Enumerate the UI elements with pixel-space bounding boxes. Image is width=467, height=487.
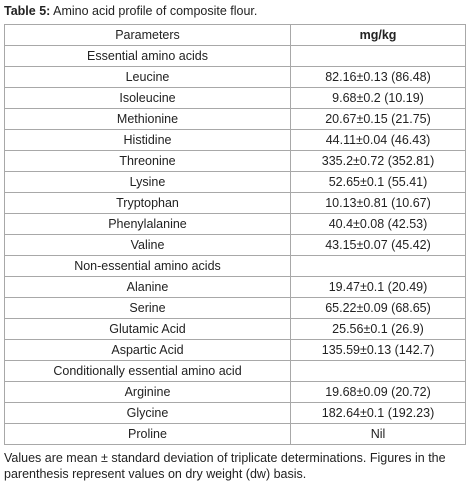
data-row: Proline Nil [4, 423, 466, 445]
parameter-cell: Glycine [4, 402, 291, 424]
value-cell: 52.65±0.1 (55.41) [290, 171, 466, 193]
data-row: Glycine 182.64±0.1 (192.23) [4, 402, 466, 424]
value-cell: 9.68±0.2 (10.19) [290, 87, 466, 109]
value-cell: 65.22±0.09 (68.65) [290, 297, 466, 319]
parameter-cell: Lysine [4, 171, 291, 193]
value-cell: Nil [290, 423, 466, 445]
data-row: Valine 43.15±0.07 (45.42) [4, 234, 466, 256]
value-cell: 20.67±0.15 (21.75) [290, 108, 466, 130]
data-row: Leucine 82.16±0.13 (86.48) [4, 66, 466, 88]
value-cell: 43.15±0.07 (45.42) [290, 234, 466, 256]
parameter-cell: Glutamic Acid [4, 318, 291, 340]
parameter-cell: Alanine [4, 276, 291, 298]
section-title: Non-essential amino acids [4, 255, 291, 277]
section-title: Essential amino acids [4, 45, 291, 67]
parameter-cell: Serine [4, 297, 291, 319]
data-row: Serine 65.22±0.09 (68.65) [4, 297, 466, 319]
header-row: Parameters mg/kg [4, 24, 466, 46]
value-cell: 44.11±0.04 (46.43) [290, 129, 466, 151]
empty-cell [290, 360, 466, 382]
parameter-cell: Arginine [4, 381, 291, 403]
section-title: Conditionally essential amino acid [4, 360, 291, 382]
caption-text: Amino acid profile of composite flour. [53, 4, 258, 18]
parameter-cell: Tryptophan [4, 192, 291, 214]
data-row: Aspartic Acid 135.59±0.13 (142.7) [4, 339, 466, 361]
parameter-cell: Methionine [4, 108, 291, 130]
table-body: Essential amino acids Leucine 82.16±0.13 (… [4, 45, 466, 445]
empty-cell [290, 255, 466, 277]
parameter-cell: Valine [4, 234, 291, 256]
data-row: Arginine 19.68±0.09 (20.72) [4, 381, 466, 403]
value-cell: 25.56±0.1 (26.9) [290, 318, 466, 340]
data-row: Glutamic Acid 25.56±0.1 (26.9) [4, 318, 466, 340]
data-row: Alanine 19.47±0.1 (20.49) [4, 276, 466, 298]
value-cell: 10.13±0.81 (10.67) [290, 192, 466, 214]
parameter-cell: Aspartic Acid [4, 339, 291, 361]
caption-label: Table 5: [4, 4, 51, 18]
section-row: Non-essential amino acids [4, 255, 466, 277]
value-cell: 40.4±0.08 (42.53) [290, 213, 466, 235]
value-cell: 19.68±0.09 (20.72) [290, 381, 466, 403]
value-cell: 19.47±0.1 (20.49) [290, 276, 466, 298]
empty-cell [290, 45, 466, 67]
value-cell: 135.59±0.13 (142.7) [290, 339, 466, 361]
value-cell: 335.2±0.72 (352.81) [290, 150, 466, 172]
caption: Table 5: Amino acid profile of composite… [4, 4, 257, 18]
parameter-cell: Leucine [4, 66, 291, 88]
data-row: Tryptophan 10.13±0.81 (10.67) [4, 192, 466, 214]
section-row: Essential amino acids [4, 45, 466, 67]
value-cell: 82.16±0.13 (86.48) [290, 66, 466, 88]
footnote: Values are mean ± standard deviation of … [4, 451, 446, 481]
data-row: Threonine 335.2±0.72 (352.81) [4, 150, 466, 172]
table: Parameters mg/kg Essential amino acids Le… [4, 24, 466, 445]
data-row: Histidine 44.11±0.04 (46.43) [4, 129, 466, 151]
parameter-cell: Threonine [4, 150, 291, 172]
parameter-cell: Proline [4, 423, 291, 445]
parameter-cell: Histidine [4, 129, 291, 151]
data-row: Isoleucine 9.68±0.2 (10.19) [4, 87, 466, 109]
parameter-cell: Phenylalanine [4, 213, 291, 235]
header-cell: Parameters [4, 24, 291, 46]
header-cell: mg/kg [290, 24, 466, 46]
section-row: Conditionally essential amino acid [4, 360, 466, 382]
parameter-cell: Isoleucine [4, 87, 291, 109]
data-row: Methionine 20.67±0.15 (21.75) [4, 108, 466, 130]
value-cell: 182.64±0.1 (192.23) [290, 402, 466, 424]
data-row: Phenylalanine 40.4±0.08 (42.53) [4, 213, 466, 235]
data-row: Lysine 52.65±0.1 (55.41) [4, 171, 466, 193]
